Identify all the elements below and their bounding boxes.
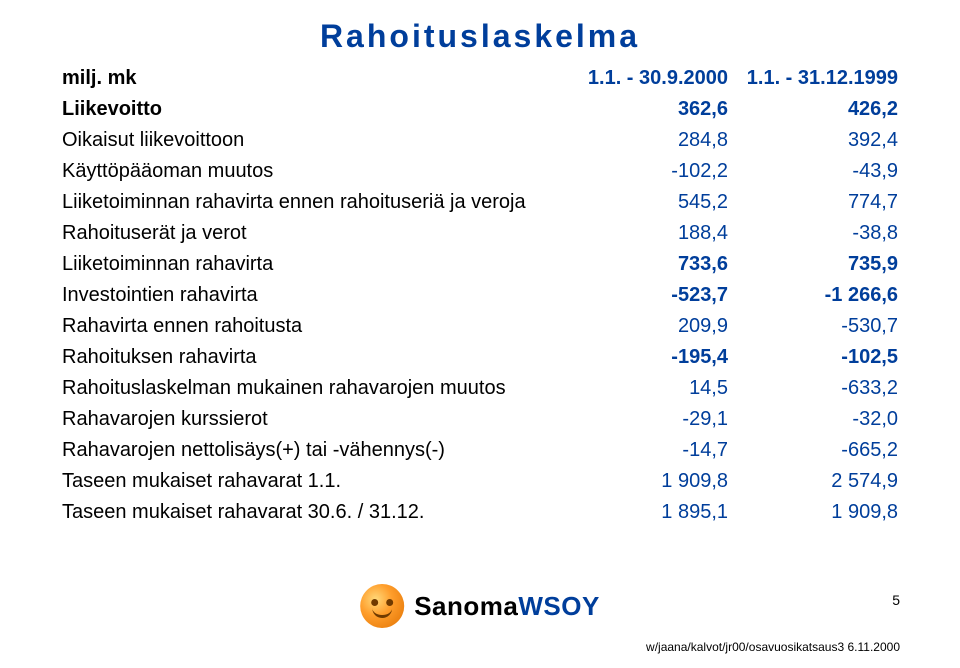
row-value-1: 545,2 [560, 187, 730, 218]
row-label: milj. mk [60, 63, 560, 94]
financial-table: milj. mk1.1. - 30.9.20001.1. - 31.12.199… [60, 63, 900, 528]
row-value-2: -32,0 [730, 404, 900, 435]
row-value-1: 362,6 [560, 94, 730, 125]
row-value-2: -633,2 [730, 373, 900, 404]
row-value-2: -102,5 [730, 342, 900, 373]
row-value-2: -43,9 [730, 156, 900, 187]
table-row: milj. mk1.1. - 30.9.20001.1. - 31.12.199… [60, 63, 900, 94]
row-value-2: -665,2 [730, 435, 900, 466]
row-label: Liikevoitto [60, 94, 560, 125]
row-label: Investointien rahavirta [60, 280, 560, 311]
page-number: 5 [892, 592, 900, 608]
row-label: Rahavirta ennen rahoitusta [60, 311, 560, 342]
logo-text: SanomaWSOY [414, 591, 600, 622]
row-label: Rahoituserät ja verot [60, 218, 560, 249]
row-value-1: -523,7 [560, 280, 730, 311]
table-row: Liikevoitto362,6426,2 [60, 94, 900, 125]
row-label: Rahoituslaskelman mukainen rahavarojen m… [60, 373, 560, 404]
row-value-1: -195,4 [560, 342, 730, 373]
row-value-1: 733,6 [560, 249, 730, 280]
row-label: Rahavarojen kurssierot [60, 404, 560, 435]
row-value-2: -38,8 [730, 218, 900, 249]
row-value-1: 1 909,8 [560, 466, 730, 497]
company-logo: SanomaWSOY [360, 584, 600, 628]
table-row: Liiketoiminnan rahavirta ennen rahoituse… [60, 187, 900, 218]
table-row: Rahoituslaskelman mukainen rahavarojen m… [60, 373, 900, 404]
table-row: Rahoituserät ja verot188,4-38,8 [60, 218, 900, 249]
row-value-1: -102,2 [560, 156, 730, 187]
row-label: Liiketoiminnan rahavirta ennen rahoituse… [60, 187, 560, 218]
row-label: Taseen mukaiset rahavarat 1.1. [60, 466, 560, 497]
table-row: Rahavirta ennen rahoitusta209,9-530,7 [60, 311, 900, 342]
row-value-1: 284,8 [560, 125, 730, 156]
row-value-2: 1 909,8 [730, 497, 900, 528]
table-row: Rahavarojen nettolisäys(+) tai -vähennys… [60, 435, 900, 466]
row-value-1: 188,4 [560, 218, 730, 249]
table-row: Käyttöpääoman muutos-102,2-43,9 [60, 156, 900, 187]
row-value-1: 1.1. - 30.9.2000 [560, 63, 730, 94]
table-row: Liiketoiminnan rahavirta733,6735,9 [60, 249, 900, 280]
row-value-1: -14,7 [560, 435, 730, 466]
row-value-2: 774,7 [730, 187, 900, 218]
row-label: Taseen mukaiset rahavarat 30.6. / 31.12. [60, 497, 560, 528]
row-value-2: 392,4 [730, 125, 900, 156]
row-value-1: 14,5 [560, 373, 730, 404]
table-row: Rahoituksen rahavirta-195,4-102,5 [60, 342, 900, 373]
row-label: Rahavarojen nettolisäys(+) tai -vähennys… [60, 435, 560, 466]
row-value-2: 1.1. - 31.12.1999 [730, 63, 900, 94]
row-value-2: 735,9 [730, 249, 900, 280]
row-label: Rahoituksen rahavirta [60, 342, 560, 373]
smiley-icon [360, 584, 404, 628]
table-row: Taseen mukaiset rahavarat 30.6. / 31.12.… [60, 497, 900, 528]
row-value-2: -530,7 [730, 311, 900, 342]
row-label: Käyttöpääoman muutos [60, 156, 560, 187]
row-value-1: 1 895,1 [560, 497, 730, 528]
row-label: Liiketoiminnan rahavirta [60, 249, 560, 280]
table-row: Taseen mukaiset rahavarat 1.1.1 909,82 5… [60, 466, 900, 497]
table-row: Investointien rahavirta-523,7-1 266,6 [60, 280, 900, 311]
row-value-1: -29,1 [560, 404, 730, 435]
row-value-2: 426,2 [730, 94, 900, 125]
footer-path: w/jaana/kalvot/jr00/osavuosikatsaus3 6.1… [646, 640, 900, 654]
row-value-2: -1 266,6 [730, 280, 900, 311]
row-label: Oikaisut liikevoittoon [60, 125, 560, 156]
page-title: Rahoituslaskelma [60, 18, 900, 55]
table-row: Rahavarojen kurssierot-29,1-32,0 [60, 404, 900, 435]
row-value-2: 2 574,9 [730, 466, 900, 497]
table-row: Oikaisut liikevoittoon284,8392,4 [60, 125, 900, 156]
row-value-1: 209,9 [560, 311, 730, 342]
